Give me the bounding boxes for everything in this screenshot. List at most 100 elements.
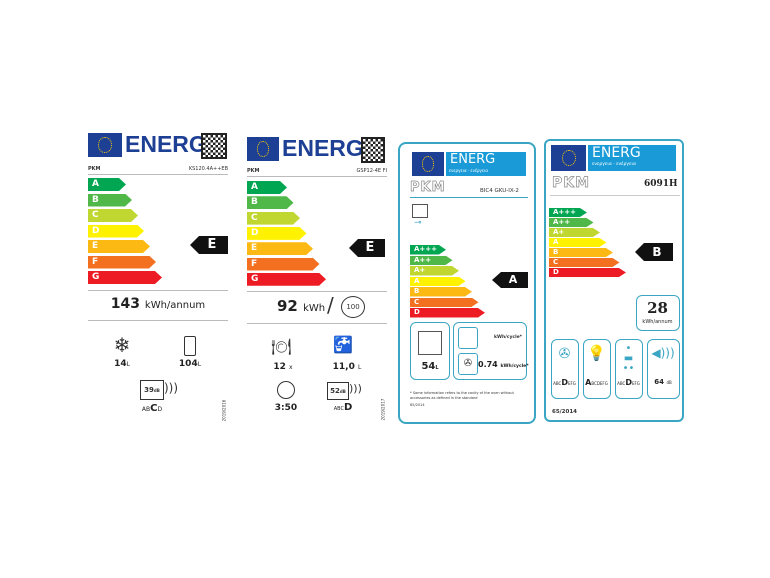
energy-subtitle: ενεργεια · ενέργεια	[592, 162, 636, 167]
dishes-icon: 🍽	[271, 337, 292, 356]
eu-flag-icon	[88, 133, 122, 157]
oven-energy-label: ENERG ενεργεια · ενέργεια PKM BIC4 GKU-I…	[398, 142, 536, 424]
snowflake-icon: ❄	[113, 333, 131, 357]
grease-class: ABCDEFG	[617, 378, 640, 387]
energy-class-bar-aplusplusplus: A+++	[410, 245, 446, 255]
duration: 3:50	[274, 403, 298, 413]
consumption-box: 28 kWh/annum	[636, 295, 680, 331]
place-settings: 12 x	[273, 362, 293, 372]
brand: PKM	[88, 166, 101, 172]
consumption: 92 kWh	[277, 297, 326, 315]
volume-box: 54L	[410, 322, 450, 380]
eu-flag-icon	[551, 145, 586, 171]
brand-logo: PKM	[410, 180, 446, 196]
consumption-unit: kWh/annum	[642, 319, 673, 325]
plug-icon: ⊸	[414, 218, 422, 228]
water-consumption: 11,0 L	[332, 362, 362, 372]
energy-title: ENERG	[450, 152, 496, 167]
energy-class-bar-e: E	[247, 242, 313, 255]
energy-title: ENERG	[592, 145, 641, 161]
fan-heating-icon: ✇	[458, 353, 478, 375]
fan-consumption: 0.74 kWh/cycle*	[478, 360, 529, 369]
rating-arrow: A	[492, 272, 528, 288]
light-bulb-icon: 💡	[587, 344, 606, 362]
fridge-volume: 104L	[178, 359, 202, 369]
fridge-icon	[184, 336, 196, 356]
side-code: 2019/2016	[221, 399, 227, 422]
energy-class-bar-b: B	[88, 194, 132, 207]
noise-level: 64 dB	[654, 378, 672, 386]
energy-class-bar-a: A	[410, 277, 466, 287]
energy-class-bar-b: B	[410, 287, 472, 297]
speaker-icon: 52dB	[327, 382, 349, 400]
brand: PKM	[247, 168, 260, 174]
grease-filter-icon: • ▬ ••	[622, 343, 635, 374]
model: KS120.4A++EB	[188, 166, 228, 172]
energy-class-bar-e: E	[88, 240, 150, 253]
eu-flag-icon	[247, 137, 279, 161]
rating-arrow: B	[635, 243, 673, 261]
hood-energy-label: ENERG ενεργεια · ενέργεια PKM 6091H A+++…	[544, 139, 684, 422]
speaker-icon: ◀)))	[651, 346, 675, 360]
energy-title: ENERG	[125, 131, 207, 157]
energy-class-bar-c: C	[410, 298, 479, 308]
energy-title: ENERG	[282, 135, 364, 161]
consumption-box: kWh/cycle* ✇ 0.74 kWh/cycle*	[453, 322, 529, 380]
lighting-efficiency-box: 💡 ABCDEFG	[583, 339, 611, 399]
oven-plug-icon	[412, 204, 428, 218]
energy-class-bar-aplusplus: A++	[549, 218, 594, 227]
energy-class-bar-aplusplusplus: A+++	[549, 208, 587, 217]
energy-class-bar-a: A	[549, 238, 607, 247]
qr-code[interactable]	[361, 137, 385, 163]
clock-icon	[277, 381, 295, 399]
fan-icon: ✇	[558, 346, 571, 362]
energy-class-bar-d: D	[88, 225, 144, 238]
freezer-volume: 14L	[114, 359, 130, 369]
rating-arrow: E	[349, 239, 385, 257]
energy-class-bar-f: F	[247, 258, 320, 271]
energy-class-bar-a: A	[247, 181, 287, 194]
energy-class-bar-aplus: A+	[410, 266, 459, 276]
energy-class-bar-b: B	[549, 248, 613, 257]
rating-arrow: E	[190, 236, 228, 254]
fan-efficiency-box: ✇ ABCDEFG	[551, 339, 579, 399]
sound-waves-icon: )))	[349, 382, 362, 395]
energy-class-bar-g: G	[247, 273, 326, 286]
energy-class-bar-d: D	[247, 227, 307, 240]
regulation: 65/2014	[552, 409, 577, 415]
speaker-icon: 39dB	[140, 380, 164, 400]
energy-class-bar-a: A	[88, 178, 126, 191]
energy-class-bar-c: C	[549, 258, 620, 267]
slash-divider: /	[327, 293, 334, 317]
regulation: 65/2014	[410, 403, 425, 407]
energy-class-bar-d: D	[410, 308, 485, 318]
cycles-icon: 100	[341, 296, 365, 318]
light-class: ABCDEFG	[585, 378, 608, 387]
qr-code[interactable]	[201, 133, 227, 159]
noise-class: ABCD	[141, 403, 163, 414]
energy-class-bar-d: D	[549, 268, 626, 277]
grease-filter-box: • ▬ •• ABCDEFG	[615, 339, 643, 399]
energy-subtitle: ενεργεια · ενέργεια	[449, 168, 489, 173]
energy-header: ENERG ενεργεια · ενέργεια	[588, 145, 676, 171]
model: 6091H	[644, 179, 678, 189]
sound-waves-icon: )))	[164, 381, 179, 395]
fan-class: ABCDEFG	[553, 378, 576, 387]
energy-class-bar-c: C	[88, 209, 138, 222]
footnote: * Some information refers to the cavity …	[410, 391, 514, 400]
energy-header: ENERG ενεργεια · ενέργεια	[446, 152, 526, 176]
energy-class-bar-f: F	[88, 256, 156, 269]
brand-logo: PKM	[552, 175, 591, 192]
energy-class-bar-aplus: A+	[549, 228, 600, 237]
consumption-value: 28	[647, 299, 668, 317]
water-tap-icon: 🚰	[333, 335, 353, 354]
noise-class: ABCD	[333, 402, 353, 413]
oven-volume: 54L	[421, 361, 439, 372]
energy-class-bar-b: B	[247, 196, 294, 209]
oven-icon	[418, 331, 442, 355]
conventional-consumption-unit: kWh/cycle*	[494, 335, 523, 340]
energy-class-bar-g: G	[88, 271, 162, 284]
energy-class-bar-aplusplus: A++	[410, 256, 453, 266]
